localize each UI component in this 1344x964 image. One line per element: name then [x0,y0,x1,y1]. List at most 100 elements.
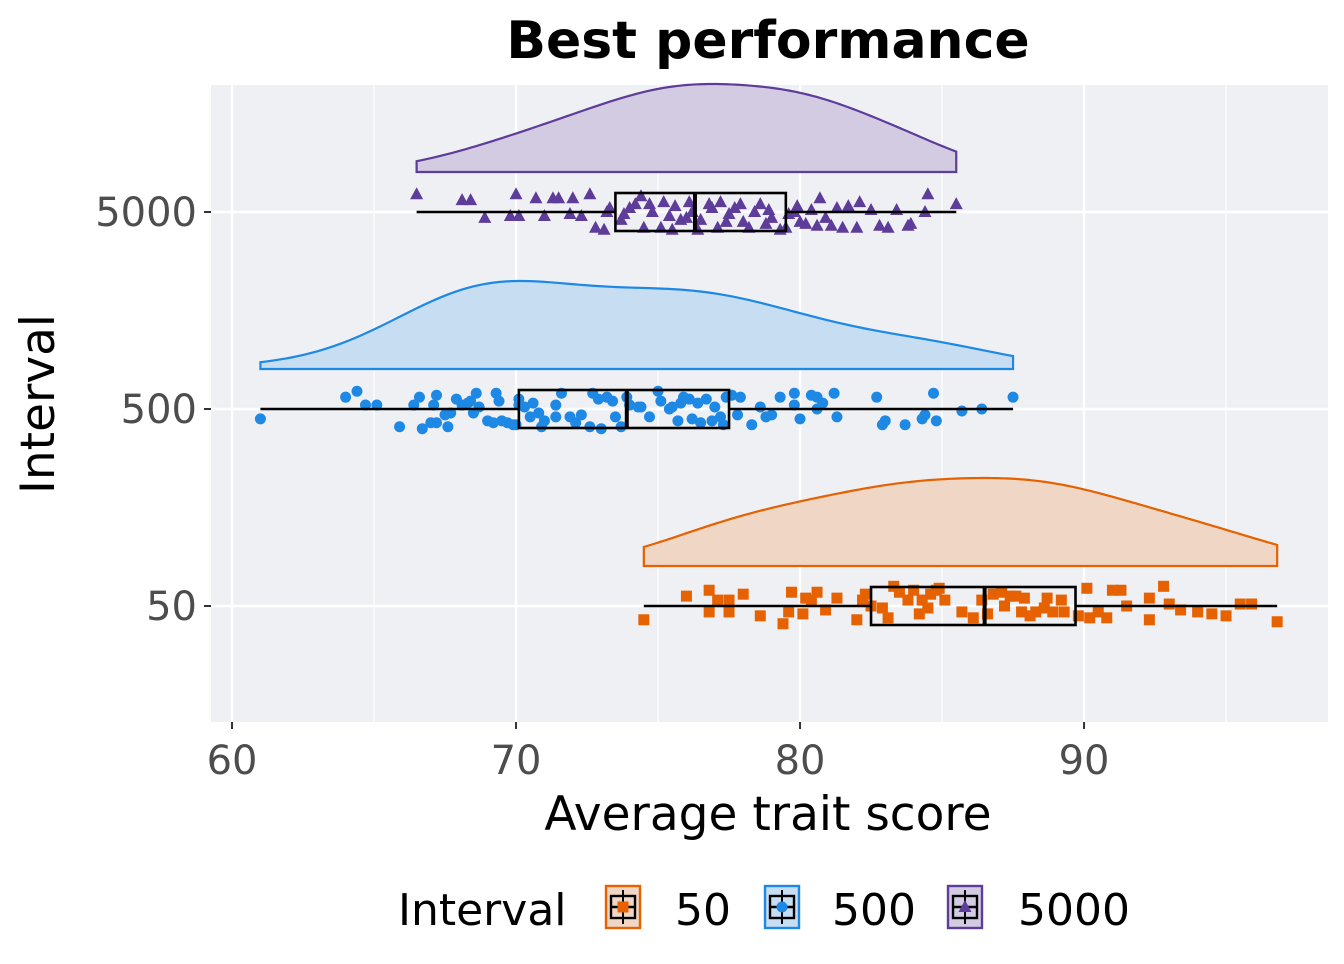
data-point-5000 [509,187,523,200]
data-point-50 [1192,606,1204,618]
data-point-50 [922,602,934,614]
data-point-500 [817,397,829,409]
data-point-5000 [668,199,682,212]
data-point-50 [1041,592,1053,604]
data-point-50 [1010,590,1022,602]
data-point-5000 [589,220,603,233]
data-point-50 [1072,610,1084,622]
data-point-50 [831,592,843,604]
data-point-50 [1030,606,1042,618]
data-point-500 [431,417,443,429]
data-point-500 [644,411,656,423]
data-point-500 [692,397,704,409]
data-point-50 [956,606,968,618]
box-50 [869,585,1077,627]
data-point-5000 [949,197,963,210]
y-axis-title: Interval [11,314,66,494]
legend-title: Interval [398,885,567,936]
data-point-500 [570,417,582,429]
data-point-500 [254,413,266,425]
data-point-50 [857,594,869,606]
data-point-500 [794,413,806,425]
data-point-5000 [478,210,492,223]
data-point-5000 [705,201,719,214]
data-point-5000 [765,210,779,223]
data-point-5000 [819,210,833,223]
data-point-500 [538,415,550,427]
x-tick-label: 90 [1059,738,1110,784]
data-point-50 [1220,610,1232,622]
data-point-500 [746,419,758,431]
data-point-500 [928,387,940,399]
legend-item-5000: 5000 [946,884,1130,936]
y-tick-label: 50 [146,584,197,630]
data-point-500 [1007,391,1019,403]
data-point-5000 [455,193,469,206]
data-point-50 [859,588,871,600]
data-point-50 [797,608,809,620]
data-point-500 [831,411,843,423]
data-point-500 [465,395,477,407]
data-point-500 [473,401,485,413]
data-point-5000 [694,212,708,225]
data-point-50 [876,602,888,614]
data-point-500 [416,423,428,435]
data-point-50 [1055,594,1067,606]
data-point-500 [774,391,786,403]
data-point-50 [723,606,735,618]
data-point-50 [1092,606,1104,618]
legend-label: 500 [832,885,916,936]
plot-panel [211,85,1328,722]
data-point-50 [703,584,715,596]
data-point-500 [351,385,363,397]
x-tick-label: 70 [491,738,542,784]
data-point-5000 [753,197,767,210]
data-point-500 [871,391,883,403]
data-point-500 [879,415,891,427]
data-point-50 [967,612,979,624]
data-point-50 [1158,580,1170,592]
data-point-500 [899,419,911,431]
data-point-50 [981,608,993,620]
data-point-5000 [583,187,597,200]
data-point-500 [919,409,931,421]
data-point-5000 [799,216,813,229]
data-point-50 [754,610,766,622]
data-point-50 [1018,592,1030,604]
data-point-50 [1004,590,1016,602]
data-point-5000 [850,220,864,233]
data-point-500 [550,411,562,423]
x-tick-label: 80 [775,738,826,784]
x-axis-title: Average trait score [544,787,991,842]
data-point-5000 [682,195,696,208]
data-point-500 [340,391,352,403]
data-point-500 [734,391,746,403]
data-point-5000 [634,189,648,202]
legend-item-500: 500 [763,884,916,936]
chart-title: Best performance [506,11,1029,71]
boxplots [260,191,1278,627]
data-point-500 [431,389,443,401]
data-point-50 [680,590,692,602]
legend-label: 5000 [1018,885,1130,936]
data-point-5000 [728,201,742,214]
data-point-50 [913,608,925,620]
data-point-500 [575,409,587,421]
data-point-50 [1081,582,1093,594]
data-point-50 [786,586,798,598]
data-point-5000 [628,197,642,210]
data-point-50 [893,586,905,598]
data-point-50 [1084,612,1096,624]
density-cloud-5000 [415,82,958,174]
data-point-500 [635,401,647,413]
data-point-500 [930,415,942,427]
density-cloud-50 [642,476,1279,568]
data-point-5000 [566,191,580,204]
data-point-50 [712,594,724,606]
x-tick-label: 60 [207,738,258,784]
data-point-500 [788,387,800,399]
y-tick-label: 5000 [95,190,197,236]
data-point-5000 [824,218,838,231]
data-point-5000 [813,191,827,204]
